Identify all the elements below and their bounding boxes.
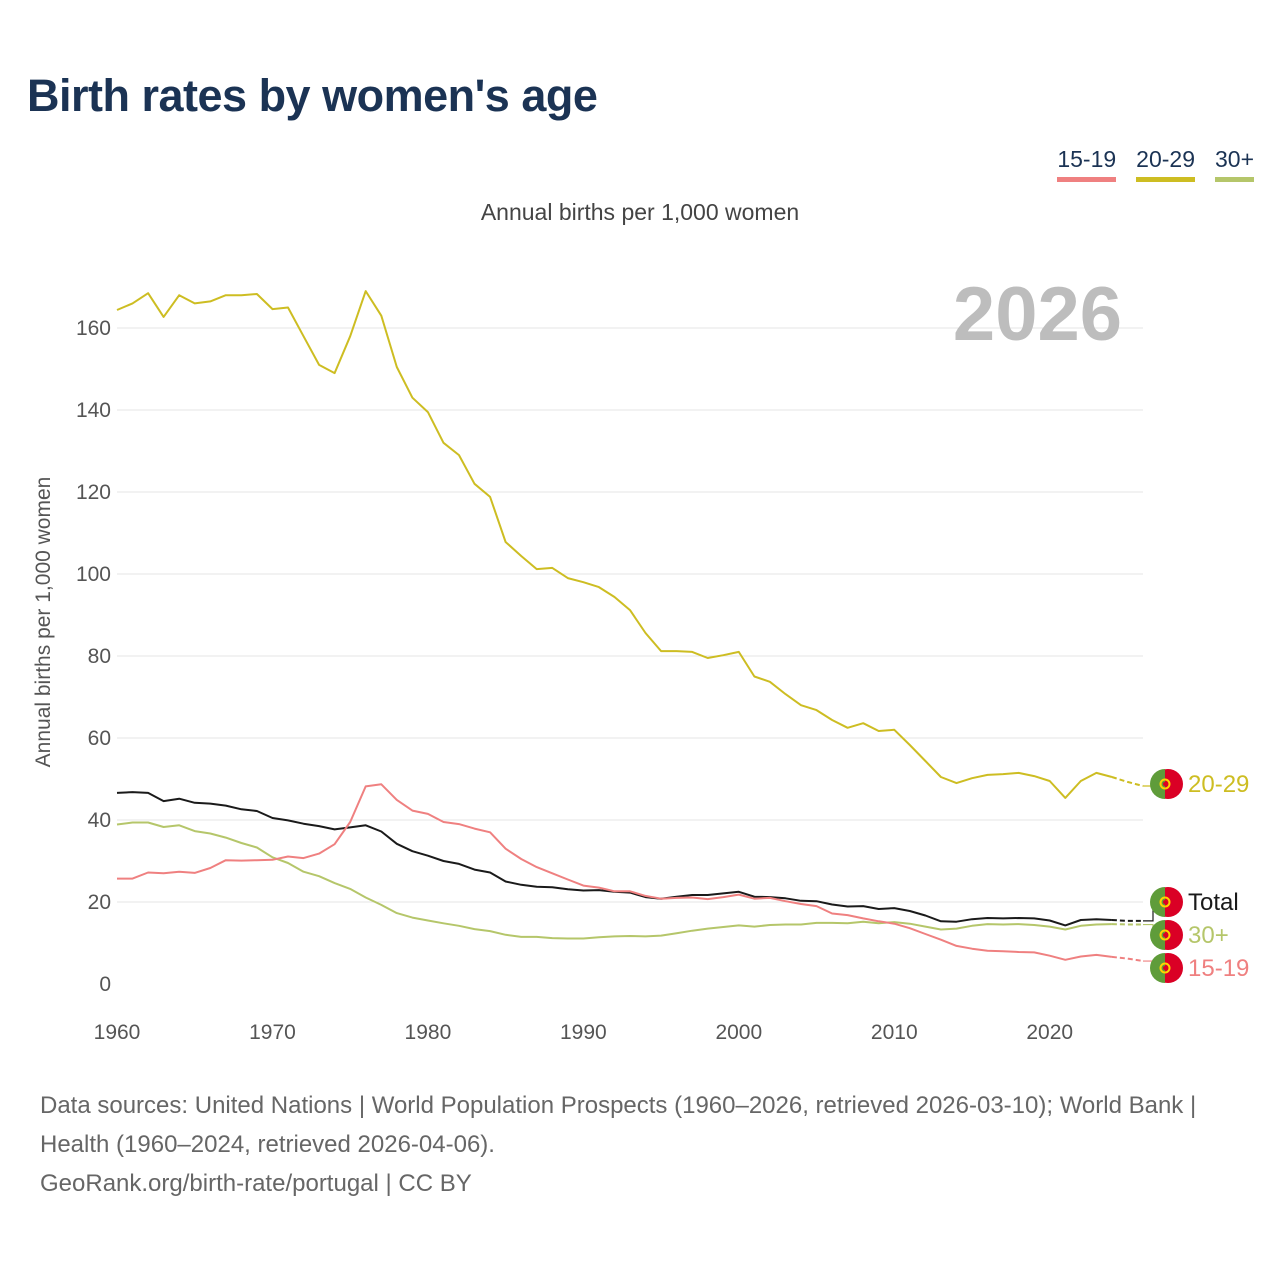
end-label-Total: Total <box>1188 889 1239 916</box>
chart-title: Birth rates by women's age <box>27 70 598 121</box>
flag-emblem <box>1159 778 1171 790</box>
legend-item-15-19[interactable]: 15-19 <box>1057 146 1117 182</box>
x-tick-label: 2000 <box>715 1021 762 1044</box>
x-tick-label: 1980 <box>405 1021 452 1044</box>
y-tick-label: 140 <box>76 399 111 422</box>
flag-shield <box>1163 900 1167 904</box>
series-line-15-19 <box>117 783 1113 961</box>
flag-green <box>1150 887 1165 917</box>
year-label: 2026 <box>953 272 1122 357</box>
portugal-flag-icon <box>1150 920 1183 950</box>
y-tick-label: 40 <box>88 809 111 832</box>
legend-item-20-29[interactable]: 20-29 <box>1136 146 1195 182</box>
source-link[interactable]: GeoRank.org/birth-rate/portugal | CC BY <box>40 1170 472 1197</box>
flag-emblem <box>1159 896 1171 908</box>
series-projection-15-19 <box>1111 955 1144 962</box>
sources-text: Data sources: United Nations | World Pop… <box>40 1092 1197 1158</box>
flag-shield <box>1163 966 1167 970</box>
x-tick-label: 2010 <box>871 1021 918 1044</box>
series-line-20-29 <box>116 290 1113 799</box>
end-label-15-19: 15-19 <box>1188 955 1249 982</box>
series-projection-Total <box>1111 919 1143 922</box>
sources: Data sources: United Nations | World Pop… <box>40 1086 1240 1203</box>
chart-subtitle: Annual births per 1,000 women <box>480 199 800 225</box>
portugal-flag-icon <box>1150 769 1183 799</box>
y-tick-label: 0 <box>99 973 111 996</box>
y-axis-label: Annual births per 1,000 women <box>32 477 55 768</box>
y-tick-label: 100 <box>76 563 111 586</box>
x-tick-label: 1970 <box>249 1021 296 1044</box>
y-tick-label: 80 <box>88 645 111 668</box>
y-tick-label: 160 <box>76 317 111 340</box>
legend: 15-19 20-29 30+ <box>1057 146 1254 182</box>
flag-shield <box>1163 782 1167 786</box>
flag-green <box>1150 920 1165 950</box>
legend-item-30-plus[interactable]: 30+ <box>1214 146 1254 182</box>
series-lines <box>116 290 1144 962</box>
flag-emblem <box>1159 929 1171 941</box>
series-line-30+ <box>116 821 1112 940</box>
end-label-30+: 30+ <box>1188 922 1229 949</box>
end-labels: 20-29 Total 30+ 15-19 <box>1143 769 1249 983</box>
flag-shield <box>1163 933 1167 937</box>
y-tick-label: 120 <box>76 481 111 504</box>
flag-green <box>1150 953 1165 983</box>
y-tick-label: 20 <box>88 891 111 914</box>
y-tick-label: 60 <box>88 727 111 750</box>
portugal-flag-icon <box>1150 887 1183 917</box>
series-projection-20-29 <box>1111 776 1144 787</box>
gridlines: 0 20 40 60 80 100 120 140 160 1960 1970 1980 1990 200… <box>76 317 1143 1044</box>
flag-emblem <box>1159 962 1171 974</box>
portugal-flag-icon <box>1150 953 1183 983</box>
series-line-Total <box>116 791 1112 927</box>
x-tick-label: 1960 <box>94 1021 141 1044</box>
x-tick-label: 1990 <box>560 1021 607 1044</box>
x-tick-label: 2020 <box>1026 1021 1073 1044</box>
line-chart: 0 20 40 60 80 100 120 140 160 1960 1970 1980 1990 200… <box>32 272 1249 1044</box>
end-label-20-29: 20-29 <box>1188 771 1249 798</box>
flag-green <box>1150 769 1165 799</box>
